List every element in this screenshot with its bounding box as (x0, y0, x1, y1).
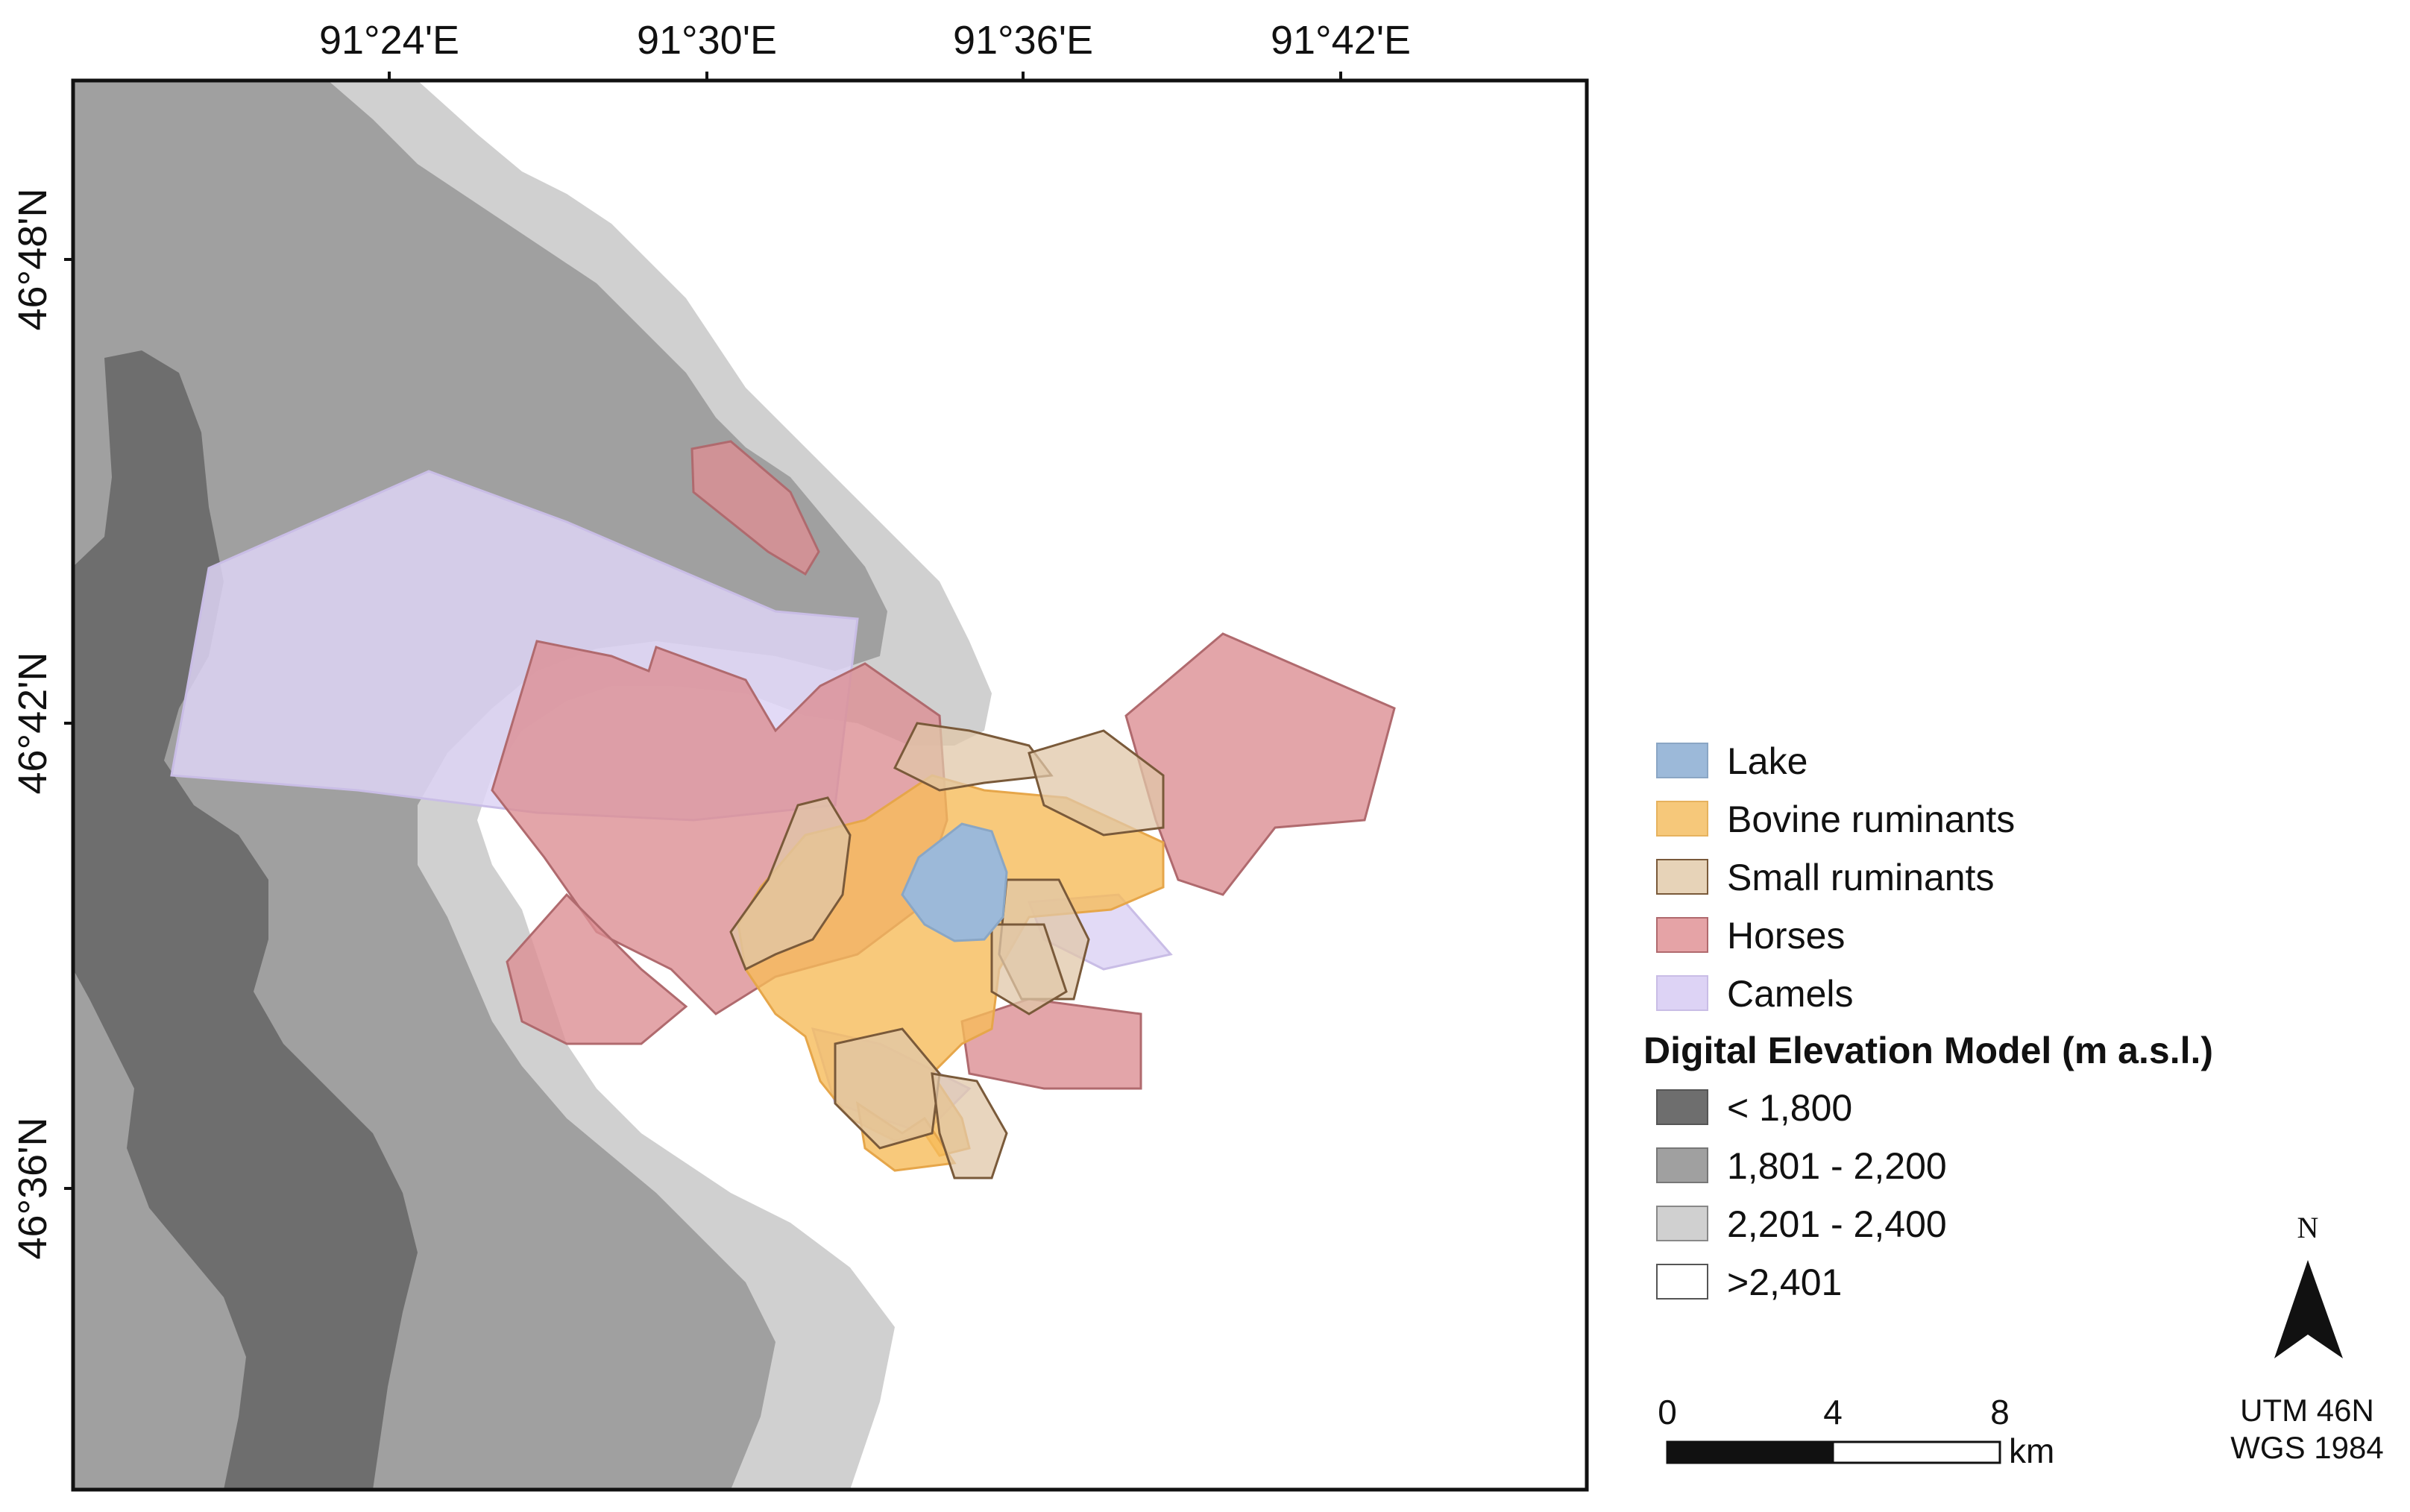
scale-label-0: 0 (1658, 1393, 1677, 1431)
scale-segment-light (1831, 1440, 2001, 1464)
lat-tick-label: 46°42'N (10, 652, 55, 794)
scale-label-4: 4 (1823, 1393, 1843, 1431)
legend-swatch-small-ruminants (1656, 859, 1708, 895)
legend-label-small-ruminants: Small ruminants (1727, 857, 1994, 898)
legend-swatch-bovine (1656, 801, 1708, 837)
projection-line-2: WGS 1984 (2230, 1430, 2383, 1465)
dem-legend-title: Digital Elevation Model (m a.s.l.) (1643, 1030, 2213, 1071)
north-label: N (2297, 1211, 2319, 1244)
scale-bar: 0 4 8 km (1658, 1393, 2054, 1470)
legend-label-horses: Horses (1727, 915, 1845, 957)
lon-tick-label: 91°42'E (1271, 18, 1411, 63)
map-panel (73, 81, 1587, 1490)
north-arrow-icon (2274, 1260, 2343, 1358)
dem-label-medium: 1,801 - 2,200 (1727, 1145, 1947, 1187)
scale-label-8: 8 (1990, 1393, 2010, 1431)
dem-label-light: 2,201 - 2,400 (1727, 1203, 1947, 1245)
dem-label-highest: >2,401 (1727, 1261, 1842, 1303)
lon-tick-label: 91°30'E (637, 18, 777, 63)
legend-label-lake: Lake (1727, 740, 1808, 782)
dem-swatch-highest (1656, 1264, 1708, 1300)
north-arrow: N (2274, 1211, 2343, 1358)
legend-swatch-camels (1656, 975, 1708, 1011)
dem-label-lowest: < 1,800 (1727, 1087, 1852, 1129)
small-ruminants-layer (729, 722, 1165, 1179)
projection-line-1: UTM 46N (2240, 1393, 2374, 1428)
legend-label-camels: Camels (1727, 973, 1853, 1015)
lake-shape (901, 822, 1008, 942)
lat-tick-label: 46°48'N (10, 188, 55, 330)
lon-tick-label: 91°36'E (953, 18, 1093, 63)
scale-segment-dark (1666, 1440, 1834, 1464)
dem-dark-band (73, 350, 418, 1490)
lon-tick-label: 91°24'E (319, 18, 459, 63)
lon-ticks (388, 72, 1342, 81)
dem-swatch-medium (1656, 1147, 1708, 1183)
legend: Lake Bovine ruminants Small ruminants Ho… (1643, 740, 2213, 1303)
lat-tick-label: 46°36'N (10, 1117, 55, 1259)
dem-swatch-light (1656, 1206, 1708, 1241)
map-frame (71, 78, 1589, 1492)
legend-swatch-lake (1656, 743, 1708, 778)
dem-swatch-lowest (1656, 1089, 1708, 1125)
lat-ticks (64, 258, 73, 1190)
legend-swatch-horses (1656, 917, 1708, 953)
scale-unit: km (2009, 1431, 2054, 1470)
legend-label-bovine: Bovine ruminants (1727, 798, 2015, 840)
